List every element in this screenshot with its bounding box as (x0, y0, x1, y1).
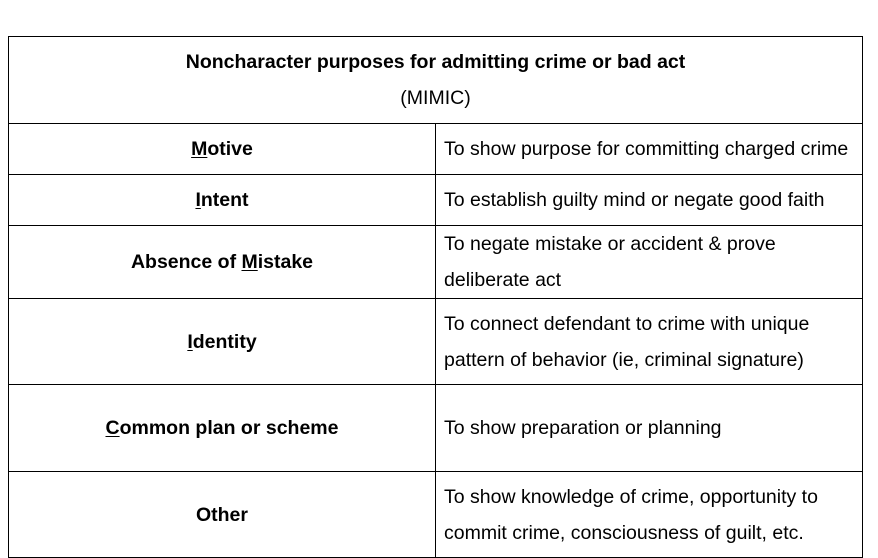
table-row: Motive To show purpose for committing ch… (8, 123, 863, 175)
term-cell: Identity (8, 298, 436, 385)
description-cell: To show knowledge of crime, opportunity … (435, 471, 863, 558)
description-cell: To establish guilty mind or negate good … (435, 174, 863, 226)
term-cell: Motive (8, 123, 436, 175)
table-title: Noncharacter purposes for admitting crim… (185, 51, 686, 73)
table-header-row: Noncharacter purposes for admitting crim… (8, 36, 863, 124)
term-cell: Intent (8, 174, 436, 226)
term-initial: I (187, 330, 193, 353)
term-cell: Absence of Mistake (8, 225, 436, 299)
term-suffix: ntent (200, 189, 249, 211)
term-cell: Common plan or scheme (8, 384, 436, 472)
table-row: Absence of Mistake To negate mistake or … (8, 225, 863, 299)
term-prefix: Absence of (130, 251, 242, 273)
table-row: Intent To establish guilty mind or negat… (8, 174, 863, 226)
term-suffix: istake (257, 251, 314, 273)
mimic-table: Noncharacter purposes for admitting crim… (8, 36, 863, 558)
term-initial: I (195, 189, 201, 211)
table-row: Common plan or scheme To show preparatio… (8, 384, 863, 472)
term-cell: Other (8, 471, 436, 558)
term-initial: C (105, 417, 120, 439)
term-suffix: otive (207, 138, 253, 160)
description-cell: To negate mistake or accident & prove de… (435, 225, 863, 299)
table-title-cell: Noncharacter purposes for admitting crim… (8, 36, 863, 124)
term-initial: M (191, 138, 208, 160)
table-subtitle: (MIMIC) (400, 87, 471, 109)
term-suffix: dentity (192, 330, 257, 353)
table-row: Identity To connect defendant to crime w… (8, 298, 863, 385)
term-suffix: ommon plan or scheme (119, 417, 339, 439)
term-prefix: Other (195, 503, 248, 526)
term-initial: M (241, 251, 258, 273)
description-cell: To show preparation or planning (435, 384, 863, 472)
description-cell: To connect defendant to crime with uniqu… (435, 298, 863, 385)
description-cell: To show purpose for committing charged c… (435, 123, 863, 175)
table-row: Other To show knowledge of crime, opport… (8, 471, 863, 558)
